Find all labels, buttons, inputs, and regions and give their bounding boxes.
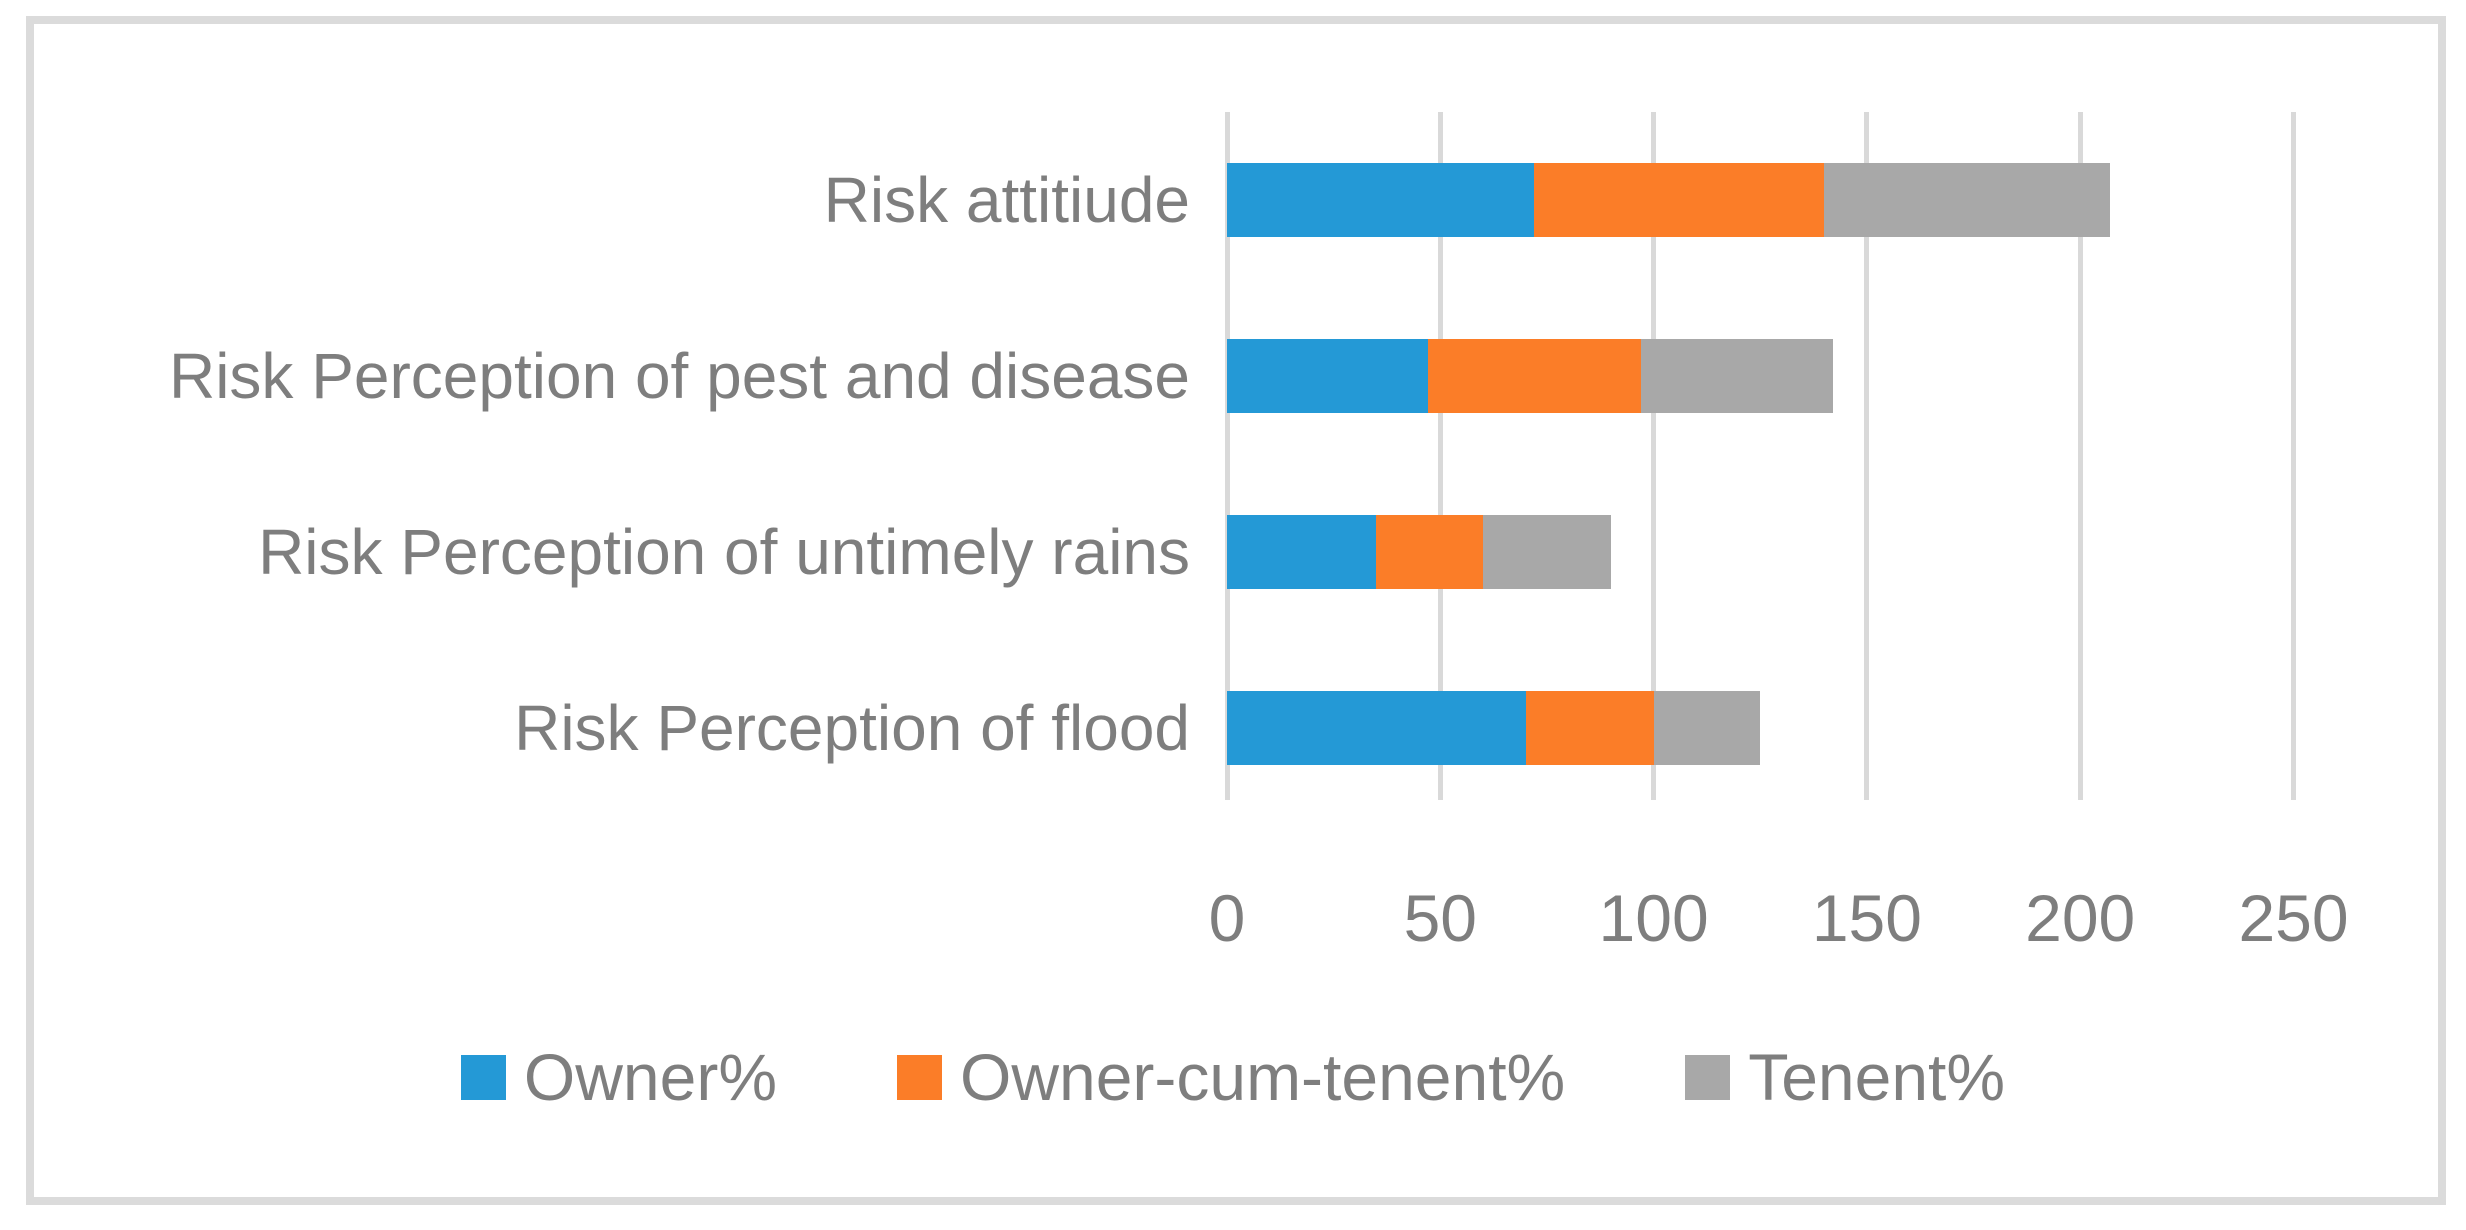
bar-segment-owner-row2: [1227, 515, 1377, 589]
legend-item-tenent: Tenent%: [1685, 1044, 2005, 1110]
bar-segment-owner-row3: [1227, 691, 1526, 765]
gridline-x-50: [1437, 112, 1443, 800]
category-label-row0: Risk attitiude: [823, 164, 1190, 236]
gridline-x-0: [1224, 112, 1230, 800]
legend-label: Owner-cum-tenent%: [960, 1040, 1566, 1114]
legend-swatch-icon: [897, 1054, 942, 1100]
legend-swatch-icon: [460, 1054, 506, 1100]
legend-item-owner: Owner%: [460, 1040, 777, 1114]
bar-segment-ownercumtenent-row3: [1525, 691, 1654, 765]
bar-segment-tenent-row2: [1482, 515, 1611, 589]
legend-swatch-icon: [1685, 1054, 1731, 1100]
gridline-x-150: [1864, 112, 1870, 800]
bar-segment-tenent-row0: [1824, 163, 2111, 237]
bar-segment-tenent-row1: [1640, 339, 1833, 413]
legend-label: Owner%: [523, 1040, 777, 1114]
y-axis-category-labels: Risk attitiude Risk Perception of pest an…: [30, 0, 1190, 816]
gridline-x-100: [1651, 112, 1657, 800]
gridline-x-250: [2291, 112, 2296, 800]
legend-label: Tenent%: [1748, 1040, 2006, 1114]
category-label-row2: Risk Perception of untimely rains: [258, 516, 1190, 588]
bar-segment-ownercumtenent-row0: [1534, 163, 1825, 237]
bar-segment-ownercumtenent-row1: [1427, 339, 1641, 413]
bar-segment-ownercumtenent-row2: [1376, 515, 1483, 589]
bar-segment-owner-row0: [1227, 163, 1535, 237]
plot-area: [1224, 112, 2438, 800]
category-label-row1: Risk Perception of pest and disease: [168, 340, 1190, 412]
gridline-x-200: [2077, 112, 2083, 800]
bar-segment-owner-row1: [1227, 339, 1428, 413]
category-label-row3: Risk Perception of flood: [514, 692, 1190, 764]
legend: Owner% Owner-cum-tenent% Tenent%: [0, 1044, 2466, 1110]
bar-segment-tenent-row3: [1653, 691, 1761, 765]
legend-item-ownercumtenent: Owner-cum-tenent%: [897, 1044, 1565, 1110]
